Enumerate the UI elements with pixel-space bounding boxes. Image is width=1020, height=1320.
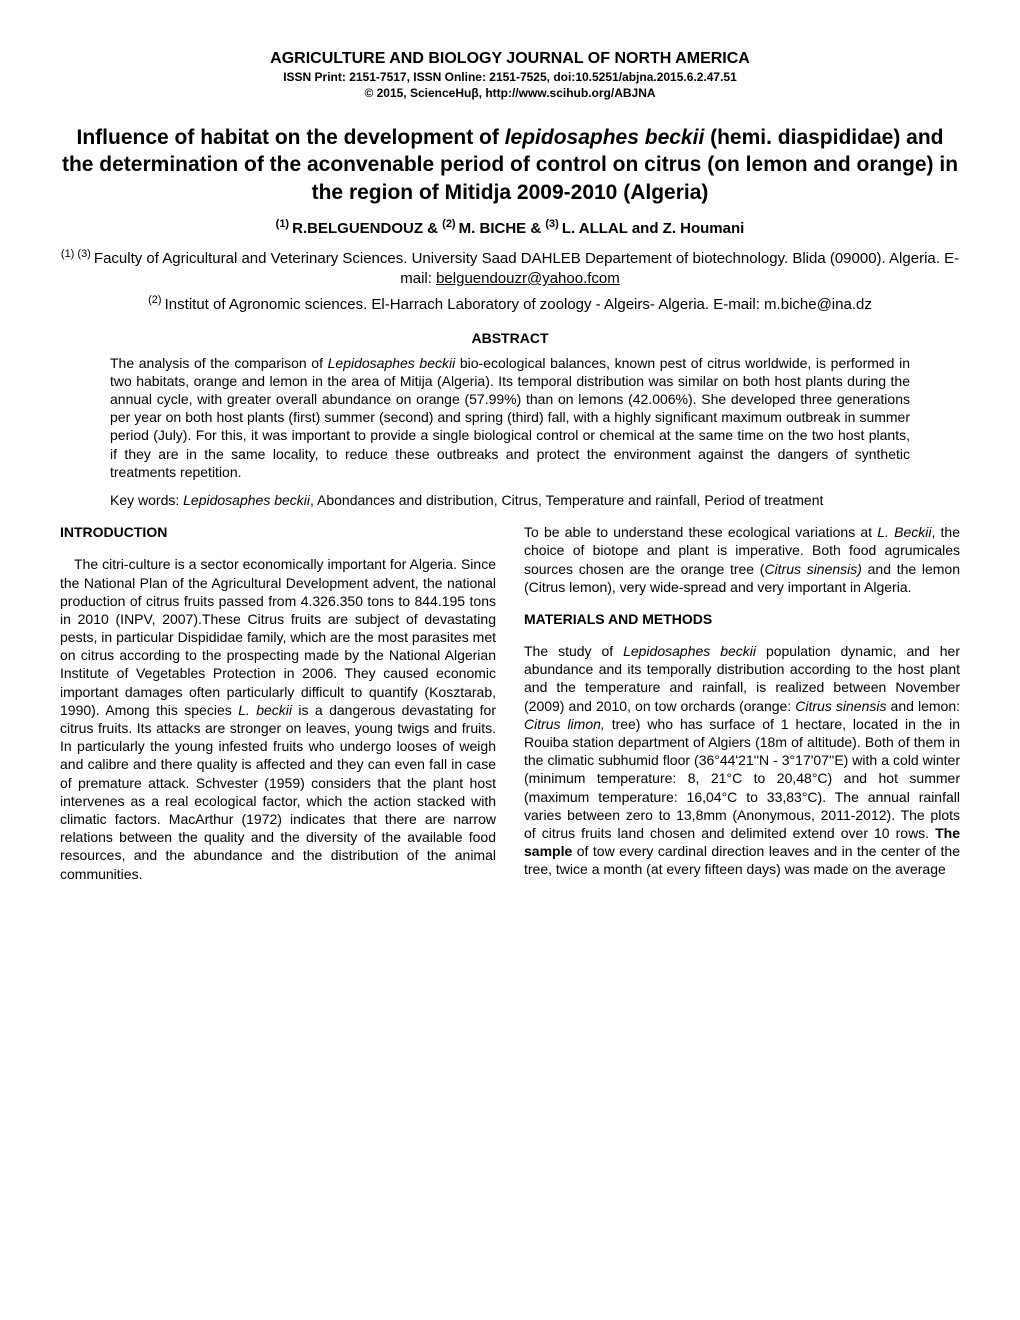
- affil2-sup: (2): [148, 294, 165, 306]
- abstract-post: bio-ecological balances, known pest of c…: [110, 355, 910, 480]
- journal-header: AGRICULTURE AND BIOLOGY JOURNAL OF NORTH…: [60, 50, 960, 100]
- author-sup-2: (2): [442, 218, 459, 230]
- affil1-email: belguendouzr@yahoo.fcom: [436, 270, 620, 287]
- right-column: To be able to understand these ecologica…: [524, 523, 960, 897]
- affil1-sup: (1) (3): [61, 248, 94, 260]
- abstract-species: Lepidosaphes beckii: [328, 355, 456, 371]
- affil2-text: Institut of Agronomic sciences. El-Harra…: [165, 296, 872, 313]
- right-p2: The study of Lepidosaphes beckii populat…: [524, 642, 960, 878]
- intro-species: L. beckii: [238, 702, 292, 718]
- author-3: L. ALLAL and Z. Houmani: [562, 220, 745, 237]
- right-p1: To be able to understand these ecologica…: [524, 523, 960, 596]
- journal-title: AGRICULTURE AND BIOLOGY JOURNAL OF NORTH…: [60, 50, 960, 68]
- journal-issn: ISSN Print: 2151-7517, ISSN Online: 2151…: [60, 70, 960, 84]
- keywords-species: Lepidosaphes beckii: [183, 492, 310, 508]
- affiliation-2: (2) Institut of Agronomic sciences. El-H…: [60, 293, 960, 315]
- r2-mid3: tree) who has surface of 1 hectare, loca…: [524, 716, 960, 841]
- introduction-heading: INTRODUCTION: [60, 523, 496, 541]
- author-1: R.BELGUENDOUZ &: [292, 220, 442, 237]
- r2-species: Lepidosaphes beckii: [623, 643, 756, 659]
- intro-paragraph: The citri-culture is a sector economical…: [60, 555, 496, 882]
- left-column: INTRODUCTION The citri-culture is a sect…: [60, 523, 496, 897]
- keywords-pre: Key words:: [110, 492, 183, 508]
- r1-pre: To be able to understand these ecologica…: [524, 524, 877, 540]
- abstract-heading: ABSTRACT: [60, 330, 960, 346]
- keywords: Key words: Lepidosaphes beckii, Abondanc…: [110, 491, 910, 509]
- two-column-body: INTRODUCTION The citri-culture is a sect…: [60, 523, 960, 897]
- authors-line: (1) R.BELGUENDOUZ & (2) M. BICHE & (3) L…: [60, 218, 960, 237]
- author-sup-3: (3): [545, 218, 562, 230]
- r1-species2: Citrus sinensis): [764, 561, 862, 577]
- r2-mid2: and lemon:: [886, 698, 960, 714]
- r2-pre: The study of: [524, 643, 623, 659]
- journal-copyright: © 2015, ScienceHuβ, http://www.scihub.or…: [60, 86, 960, 100]
- abstract-block: The analysis of the comparison of Lepido…: [110, 354, 910, 510]
- r2-post: of tow every cardinal direction leaves a…: [524, 843, 960, 877]
- title-species: lepidosaphes beckii: [505, 126, 705, 149]
- affiliation-1: (1) (3) Faculty of Agricultural and Vete…: [60, 247, 960, 290]
- intro-post: is a dangerous devastating for citrus fr…: [60, 702, 496, 882]
- intro-pre: The citri-culture is a sector economical…: [60, 556, 496, 718]
- methods-heading: MATERIALS AND METHODS: [524, 610, 960, 628]
- abstract-pre: The analysis of the comparison of: [110, 355, 328, 371]
- author-sup-1: (1): [276, 218, 293, 230]
- keywords-post: , Abondances and distribution, Citrus, T…: [310, 492, 823, 508]
- title-pre: Influence of habitat on the development …: [77, 126, 505, 149]
- article-title: Influence of habitat on the development …: [60, 124, 960, 206]
- r1-species: L. Beckii: [877, 524, 931, 540]
- r2-species3: Citrus limon,: [524, 716, 605, 732]
- r2-species2: Citrus sinensis: [795, 698, 886, 714]
- abstract-paragraph: The analysis of the comparison of Lepido…: [110, 354, 910, 481]
- author-2: M. BICHE &: [459, 220, 546, 237]
